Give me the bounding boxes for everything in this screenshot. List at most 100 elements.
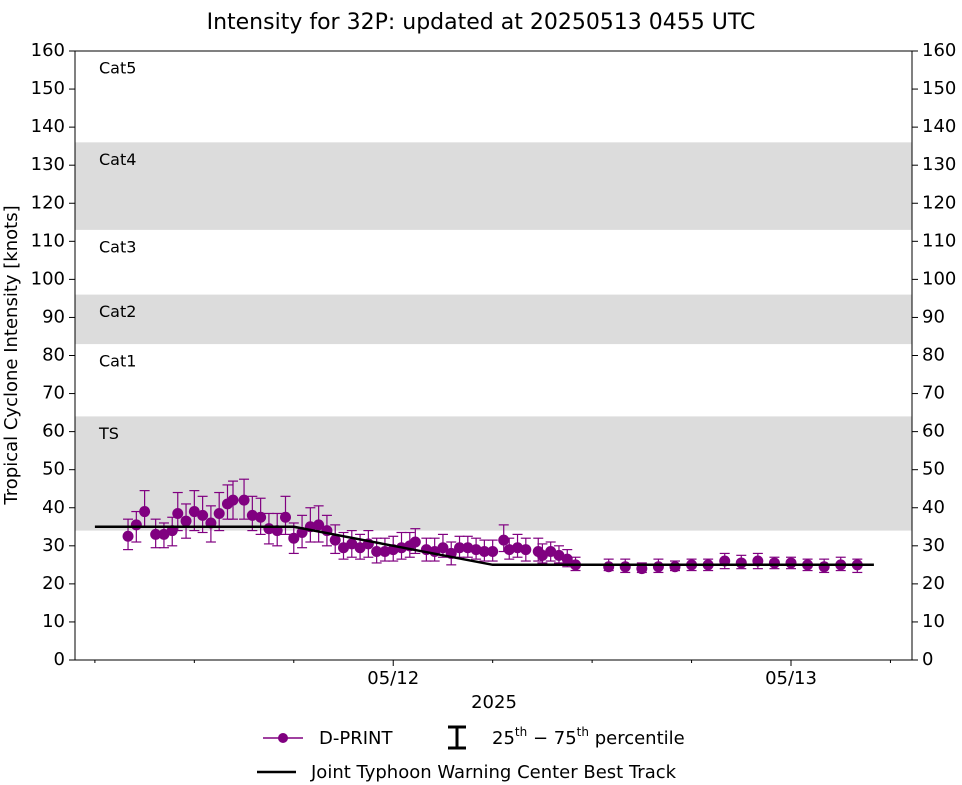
- data-point: [487, 546, 499, 558]
- y-axis-label: Tropical Cyclone Intensity [knots]: [1, 205, 22, 505]
- data-point: [478, 546, 490, 558]
- data-point: [279, 511, 291, 523]
- y-tick-label: 120: [31, 192, 65, 213]
- y-tick-label: 110: [31, 230, 65, 251]
- data-point: [536, 549, 548, 561]
- x-axis-label: 2025: [471, 692, 517, 713]
- data-point: [454, 542, 466, 554]
- data-point: [238, 494, 250, 506]
- legend-marker: [278, 733, 288, 743]
- intensity-band: [75, 294, 912, 345]
- legend-label-part: percentile: [589, 728, 685, 749]
- y-tick-label: 0: [54, 649, 65, 670]
- data-point: [409, 536, 421, 548]
- data-point: [371, 546, 383, 558]
- x-tick-label: 05/12: [367, 668, 419, 689]
- y-tick-label: 140: [31, 116, 65, 137]
- legend-label-part: 75: [548, 728, 577, 749]
- y-tick-label: 10: [42, 611, 65, 632]
- data-point: [122, 530, 134, 542]
- chart-title: Intensity for 32P: updated at 20250513 0…: [207, 10, 756, 35]
- data-point: [139, 506, 151, 518]
- data-point: [180, 515, 192, 527]
- legend-label-part: th: [577, 725, 589, 739]
- data-point: [338, 542, 350, 554]
- band-label: Cat3: [99, 237, 136, 256]
- data-point: [437, 542, 449, 554]
- y-tick-label: 100: [31, 268, 65, 289]
- data-point: [130, 519, 142, 531]
- y2-tick-label: 0: [922, 649, 933, 670]
- y2-tick-label: 110: [922, 230, 956, 251]
- y2-tick-label: 160: [922, 40, 956, 61]
- data-point: [785, 557, 797, 569]
- y2-tick-label: 60: [922, 421, 945, 442]
- y2-tick-label: 130: [922, 154, 956, 175]
- y-tick-label: 160: [31, 40, 65, 61]
- data-point: [197, 509, 209, 521]
- y2-tick-label: 10: [922, 611, 945, 632]
- legend-label: D-PRINT: [319, 728, 393, 749]
- data-point: [669, 561, 681, 573]
- data-point: [150, 528, 162, 540]
- best-track-line: [94, 525, 874, 567]
- data-point: [255, 511, 267, 523]
- data-point: [818, 561, 830, 573]
- data-point: [188, 506, 200, 518]
- data-point: [561, 553, 573, 565]
- y-tick-label: 80: [42, 345, 65, 366]
- data-point: [545, 546, 557, 558]
- y-tick-label: 70: [42, 383, 65, 404]
- data-point: [329, 534, 341, 546]
- data-point: [288, 532, 300, 544]
- y2-tick-label: 80: [922, 345, 945, 366]
- data-point: [603, 561, 615, 573]
- data-point: [553, 549, 565, 561]
- legend-label-part: 25: [492, 728, 515, 749]
- data-point: [503, 544, 515, 556]
- legend-label-part: −: [527, 728, 548, 749]
- data-point: [227, 494, 239, 506]
- data-point: [520, 544, 532, 556]
- data-point: [213, 507, 225, 519]
- data-point: [768, 557, 780, 569]
- data-point: [619, 561, 631, 573]
- data-point: [512, 542, 524, 554]
- y-tick-label: 20: [42, 573, 65, 594]
- data-point: [498, 534, 510, 546]
- y-tick-label: 150: [31, 78, 65, 99]
- data-point: [652, 561, 664, 573]
- band-label: Cat2: [99, 302, 136, 321]
- y-tick-label: 40: [42, 497, 65, 518]
- y-tick-label: 50: [42, 459, 65, 480]
- legend-label: 25th − 75th percentile: [492, 725, 685, 750]
- data-point: [158, 528, 170, 540]
- band-label: TS: [98, 424, 119, 443]
- y2-tick-label: 90: [922, 306, 945, 327]
- data-point: [735, 557, 747, 569]
- data-point: [313, 519, 325, 531]
- intensity-band: [75, 142, 912, 230]
- y-tick-label: 130: [31, 154, 65, 175]
- y2-tick-label: 20: [922, 573, 945, 594]
- x-tick-label: 05/13: [765, 668, 817, 689]
- y2-tick-label: 40: [922, 497, 945, 518]
- y-tick-label: 30: [42, 535, 65, 556]
- legend-label: Joint Typhoon Warning Center Best Track: [310, 762, 677, 783]
- y2-tick-label: 30: [922, 535, 945, 556]
- data-point: [470, 544, 482, 556]
- y2-tick-label: 150: [922, 78, 956, 99]
- data-point: [462, 542, 474, 554]
- data-point: [346, 538, 358, 550]
- y2-tick-label: 140: [922, 116, 956, 137]
- data-point: [354, 542, 366, 554]
- data-point: [172, 507, 184, 519]
- y-tick-label: 60: [42, 421, 65, 442]
- data-point: [246, 509, 258, 521]
- y2-tick-label: 100: [922, 268, 956, 289]
- legend-label-part: th: [515, 725, 527, 739]
- y2-tick-label: 120: [922, 192, 956, 213]
- band-label: Cat4: [99, 150, 136, 169]
- y2-tick-label: 50: [922, 459, 945, 480]
